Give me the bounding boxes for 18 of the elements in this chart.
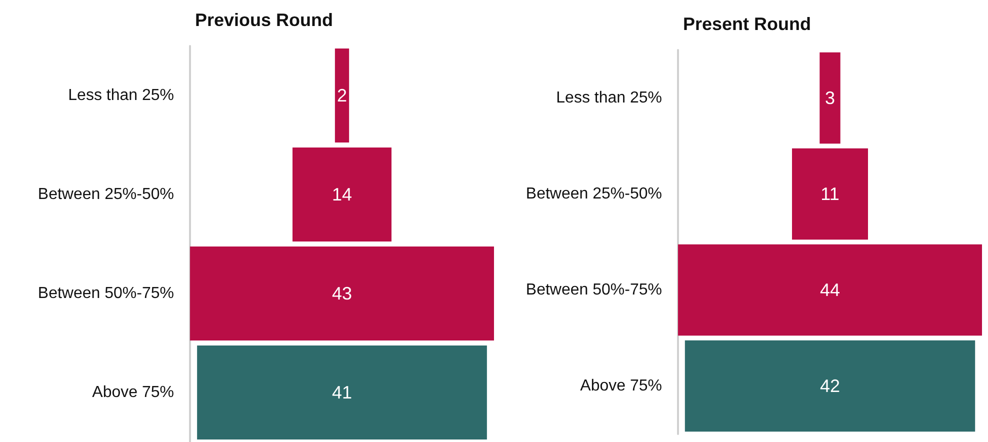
data-label: 44 (820, 280, 840, 300)
text: Previous Round (195, 10, 334, 30)
category-label: Less than 25% (68, 87, 174, 104)
category-label: Between 25%-50% (526, 186, 662, 202)
category-label: Between 50%-75% (38, 285, 174, 302)
data-label: 43 (332, 284, 352, 304)
category-label: Between 50%-75% (526, 282, 662, 298)
data-label: 42 (820, 376, 840, 396)
data-label: 3 (824, 88, 836, 108)
category-label: Above 75% (92, 384, 174, 401)
category-label: Above 75% (580, 378, 662, 394)
text: Present Round (683, 14, 812, 34)
data-label: 14 (332, 184, 352, 204)
category-label: Less than 25% (556, 90, 662, 106)
category-label: Between 25%-50% (38, 186, 174, 203)
data-label: 41 (332, 382, 352, 402)
data-label: 11 (820, 184, 840, 204)
data-label: 2 (336, 86, 348, 106)
